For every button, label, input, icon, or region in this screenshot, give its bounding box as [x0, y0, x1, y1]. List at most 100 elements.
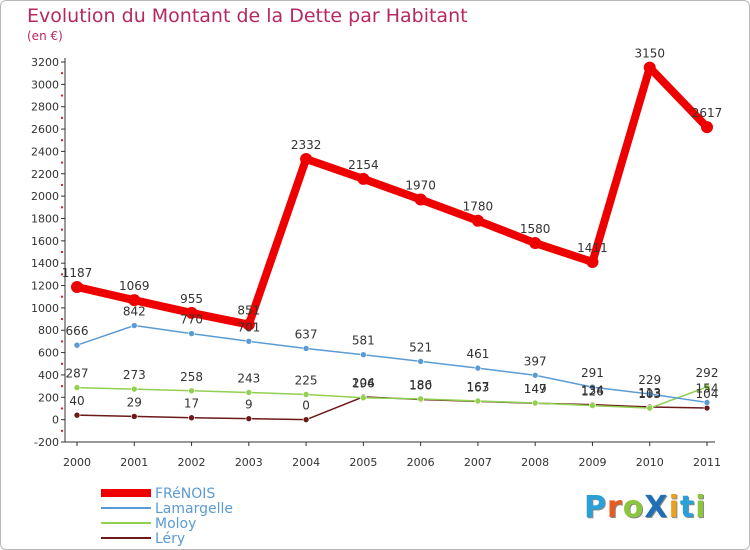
data-point [357, 172, 370, 185]
data-point [643, 61, 656, 74]
data-label: 2332 [291, 138, 322, 152]
legend-label: Moloy [155, 516, 196, 532]
x-tick-label: 2009 [578, 456, 606, 469]
y-minor-tick [61, 385, 63, 388]
logo-letter: i [695, 490, 707, 525]
data-label: 701 [237, 320, 260, 334]
data-label: 666 [66, 324, 89, 338]
data-label: 243 [237, 371, 260, 385]
data-point [646, 404, 654, 412]
chart-title: Evolution du Montant de la Dette par Hab… [27, 5, 468, 27]
data-label: 397 [524, 354, 547, 368]
data-label: 229 [638, 373, 661, 387]
y-tick-label: 2400 [31, 145, 59, 158]
y-tick-label: 1600 [31, 235, 59, 248]
data-label: 581 [352, 334, 375, 348]
data-point [245, 337, 253, 345]
data-label: 17 [184, 397, 199, 411]
y-tick-label: 2000 [31, 190, 59, 203]
y-minor-tick [61, 228, 63, 231]
legend-label: Léry [155, 531, 185, 547]
y-tick-label: 1200 [31, 280, 59, 293]
data-point [646, 390, 654, 398]
y-tick-label: 3000 [31, 78, 59, 91]
x-tick-label: 2011 [693, 456, 721, 469]
data-point [302, 345, 310, 352]
data-label: 40 [69, 394, 84, 408]
data-label: 204 [352, 376, 375, 390]
data-point [188, 387, 195, 395]
data-label: 126 [581, 385, 604, 399]
data-point [73, 341, 81, 349]
data-label: 29 [127, 395, 142, 409]
x-tick-label: 2008 [521, 456, 549, 469]
data-label: 0 [302, 399, 310, 413]
data-label: 1780 [463, 200, 494, 214]
logo-letter: X [644, 490, 669, 525]
proxiti-logo: ProXiti [584, 490, 707, 525]
y-minor-tick [61, 295, 63, 298]
data-point [701, 121, 713, 134]
x-tick-label: 2007 [464, 456, 492, 469]
data-point [474, 397, 482, 405]
legend-label: FRéNOIS [155, 486, 215, 502]
data-label: 225 [295, 374, 318, 388]
y-minor-tick [61, 139, 63, 142]
data-point [471, 214, 484, 227]
logo-letter: t [679, 490, 696, 525]
data-point [531, 371, 539, 379]
data-label: 134 [581, 384, 604, 398]
data-label: 2617 [692, 106, 723, 120]
x-tick-label: 2001 [120, 456, 148, 469]
data-label: 149 [524, 382, 547, 396]
data-point [586, 255, 599, 268]
data-point [302, 416, 310, 423]
x-tick-label: 2002 [178, 456, 206, 469]
y-minor-tick [61, 72, 63, 75]
y-tick-label: 800 [38, 324, 59, 337]
data-label: 154 [696, 381, 719, 395]
logo-letter: o [622, 490, 645, 525]
data-label: 955 [180, 292, 203, 306]
data-label: 1580 [520, 222, 551, 236]
y-minor-tick [61, 362, 63, 365]
y-tick-label: -200 [34, 436, 59, 449]
y-minor-tick [61, 251, 63, 253]
data-label: 2154 [348, 158, 379, 172]
data-label: 104 [696, 387, 719, 401]
data-label: 292 [696, 366, 719, 380]
data-label: 186 [409, 378, 432, 392]
data-point [302, 391, 310, 398]
data-label: 147 [524, 382, 547, 396]
y-minor-tick [61, 318, 63, 321]
data-point [414, 193, 427, 206]
data-label: 258 [180, 370, 203, 384]
x-tick-label: 2004 [292, 456, 320, 469]
y-minor-tick [61, 116, 63, 119]
data-label: 180 [409, 379, 432, 393]
y-tick-label: 0 [52, 414, 59, 427]
data-point [703, 383, 711, 391]
y-tick-label: 1000 [31, 302, 59, 315]
data-label: 273 [123, 368, 146, 382]
y-minor-tick [61, 407, 63, 410]
data-point [300, 153, 313, 166]
data-point [130, 413, 138, 420]
y-tick-label: 1400 [31, 257, 59, 270]
series-line-lamargelle [76, 324, 708, 404]
data-point [71, 280, 83, 293]
series-line-moloy [76, 386, 708, 409]
data-point [703, 404, 711, 412]
y-minor-tick [61, 94, 63, 97]
data-point [73, 411, 81, 419]
x-tick-label: 2010 [636, 456, 664, 469]
y-tick-label: 400 [38, 369, 59, 382]
data-point [589, 402, 596, 409]
y-tick-label: 2200 [31, 168, 59, 181]
data-point [188, 330, 195, 337]
data-label: 113 [638, 386, 661, 400]
y-tick-label: 1800 [31, 212, 59, 225]
data-point [245, 389, 253, 396]
